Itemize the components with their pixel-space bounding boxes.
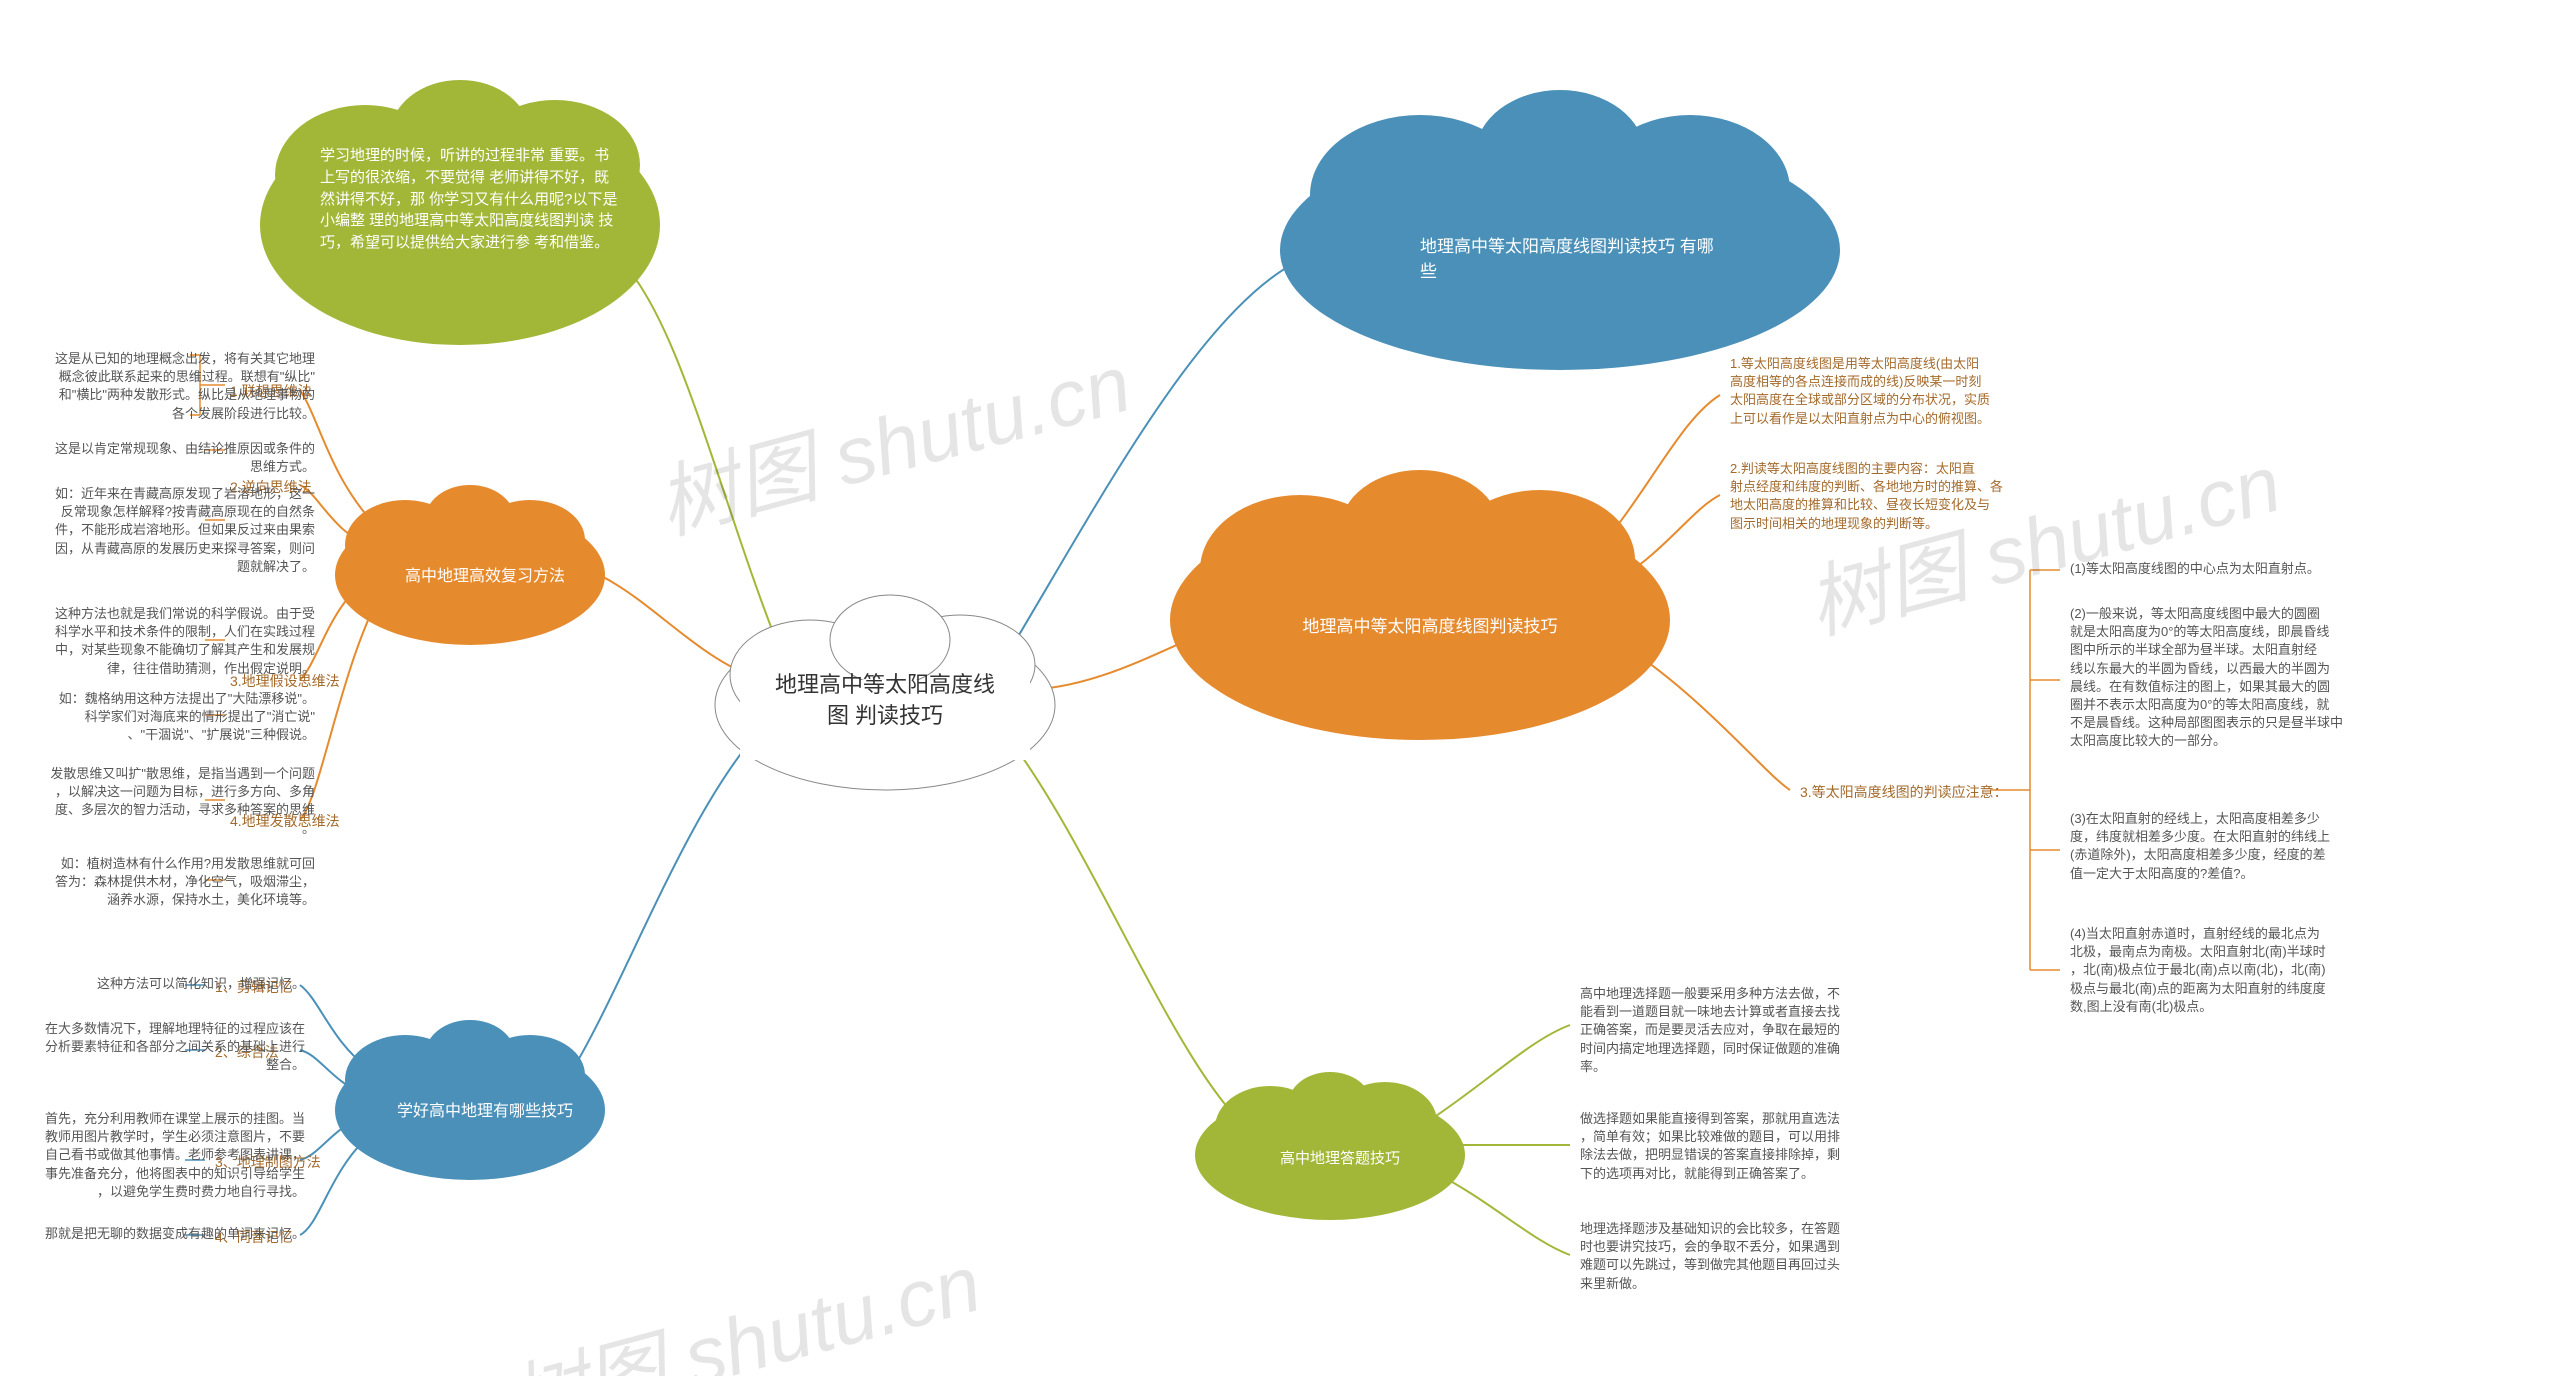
left-mid-title: 高中地理高效复习方法: [395, 565, 575, 588]
rm-3-sub2: (2)一般来说，等太阳高度线图中最大的圆圈 就是太阳高度为0°的等太阳高度线，即…: [2070, 605, 2400, 751]
lm-detail-2a: 这是以肯定常规现象、由结论推原因或条件的 思维方式。: [15, 440, 315, 476]
right-bot-cloud: [1195, 1072, 1465, 1220]
right-mid-cloud: [1170, 470, 1670, 740]
lm-detail-4b: 如：植树造林有什么作用?用发散思维就可回 答为：森林提供木材，净化空气，吸烟滞尘…: [15, 855, 315, 910]
lm-detail-1: 这是从已知的地理概念出发，将有关其它地理 概念彼此联系起来的思维过程。联想有"纵…: [15, 350, 315, 423]
rm-1: 1.等太阳高度线图是用等太阳高度线(由太阳 高度相等的各点连接而成的线)反映某一…: [1730, 355, 2050, 428]
lb-detail-3: 首先，充分利用教师在课堂上展示的挂图。当 教师用图片教学时，学生必须注意图片，不…: [15, 1110, 305, 1201]
rb-1: 高中地理选择题一般要采用多种方法去做，不 能看到一道题目就一味地去计算或者直接去…: [1580, 985, 1900, 1076]
lm-detail-3a: 这种方法也就是我们常说的科学假说。由于受 科学水平和技术条件的限制，人们在实践过…: [15, 605, 315, 678]
rm-2: 2.判读等太阳高度线图的主要内容：太阳直 射点经度和纬度的判断、各地地方时的推算…: [1730, 460, 2050, 533]
intro-text: 学习地理的时候，听讲的过程非常 重要。书上写的很浓缩，不要觉得 老师讲得不好，既…: [320, 145, 620, 254]
lb-detail-1: 这种方法可以简化知识，增强记忆。: [15, 975, 305, 993]
lm-detail-3b: 如：魏格纳用这种方法提出了"大陆漂移说"。 科学家们对海底来的情形提出了"消亡说…: [15, 690, 315, 745]
lm-detail-4a: 发散思维又叫扩"散思维，是指当遇到一个问题 ，以解决这一问题为目标，进行多方向、…: [15, 765, 315, 838]
right-top-title: 地理高中等太阳高度线图判读技巧 有哪些: [1420, 235, 1720, 284]
right-top-cloud: [1280, 90, 1840, 370]
lm-detail-2b: 如：近年来在青藏高原发现了岩溶地形，这一 反常现象怎样解释?按青藏高原现在的自然…: [15, 485, 315, 576]
rb-3: 地理选择题涉及基础知识的会比较多，在答题 时也要讲究技巧，会的争取不丢分，如果遇…: [1580, 1220, 1900, 1293]
center-title: 地理高中等太阳高度线图 判读技巧: [770, 670, 1000, 732]
rm-3-label: 3.等太阳高度线图的判读应注意：: [1800, 783, 2008, 801]
right-mid-title: 地理高中等太阳高度线图判读技巧: [1290, 615, 1570, 640]
right-bot-title: 高中地理答题技巧: [1270, 1148, 1410, 1170]
left-bot-title: 学好高中地理有哪些技巧: [385, 1100, 585, 1123]
rm-3-sub4: (4)当太阳直射赤道时，直射经线的最北点为 北极，最南点为南极。太阳直射北(南)…: [2070, 925, 2400, 1016]
rm-3-sub3: (3)在太阳直射的经线上，太阳高度相差多少 度，纬度就相差多少度。在太阳直射的纬…: [2070, 810, 2400, 883]
lb-detail-2: 在大多数情况下，理解地理特征的过程应该在 分析要素特征和各部分之间关系的基础上进…: [15, 1020, 305, 1075]
rm-3-sub1: (1)等太阳高度线图的中心点为太阳直射点。: [2070, 560, 2400, 578]
lb-detail-4: 那就是把无聊的数据变成有趣的单词来记忆。: [15, 1225, 305, 1243]
rb-2: 做选择题如果能直接得到答案，那就用直选法 ，简单有效；如果比较难做的题目，可以用…: [1580, 1110, 1900, 1183]
